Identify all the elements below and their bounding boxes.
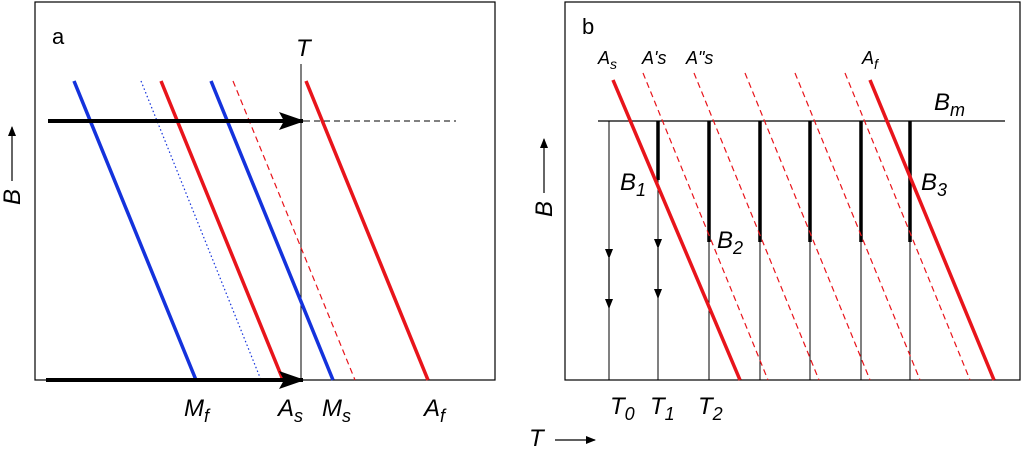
panel-a: a B T Mf As Ms Af (0, 1, 496, 426)
af-label-b: Af (861, 48, 880, 72)
x-axis-label: T (529, 425, 596, 452)
panel-b-y-axis-label: B (531, 138, 558, 217)
panel-b: b B Bm (531, 1, 1021, 424)
af-label: Af (422, 395, 447, 426)
red-line-as (159, 80, 285, 381)
red-dashed-line (232, 80, 356, 381)
bm-label: Bm (934, 89, 965, 120)
red-dashed-line-3 (744, 72, 871, 381)
blue-line-mf (72, 80, 198, 381)
red-line-af (304, 80, 430, 381)
as-label-b: As (597, 48, 617, 72)
b1-label: B1 (620, 169, 646, 200)
as-label: As (276, 395, 303, 426)
red-dashed-line-4 (794, 72, 921, 381)
ms-label: Ms (322, 395, 351, 426)
t2-label: T2 (698, 393, 723, 424)
red-line-af-b (868, 79, 996, 381)
t-label: T (296, 35, 313, 62)
svg-text:T: T (529, 425, 546, 452)
b3-label: B3 (921, 169, 947, 200)
t0-label: T0 (610, 393, 635, 424)
red-dashed-as-double-prime (693, 72, 820, 381)
t1-label: T1 (650, 393, 675, 424)
panel-a-frame (34, 1, 496, 381)
panel-a-y-axis-label: B (0, 126, 26, 205)
red-dashed-as-prime (642, 72, 769, 381)
blue-dotted-line (140, 80, 262, 381)
svg-text:B: B (0, 189, 26, 205)
b2-label: B2 (717, 227, 743, 258)
mf-label: Mf (184, 395, 211, 426)
panel-b-letter: b (582, 14, 594, 39)
red-line-as-b (611, 79, 742, 381)
as-prime-label: A's (641, 48, 666, 68)
panel-a-letter: a (52, 24, 65, 49)
panel-b-frame (564, 1, 1021, 381)
blue-line-ms (209, 80, 335, 381)
svg-text:B: B (531, 201, 558, 217)
as-double-prime-label: A"s (685, 48, 713, 68)
red-dashed-line-5 (844, 72, 971, 381)
